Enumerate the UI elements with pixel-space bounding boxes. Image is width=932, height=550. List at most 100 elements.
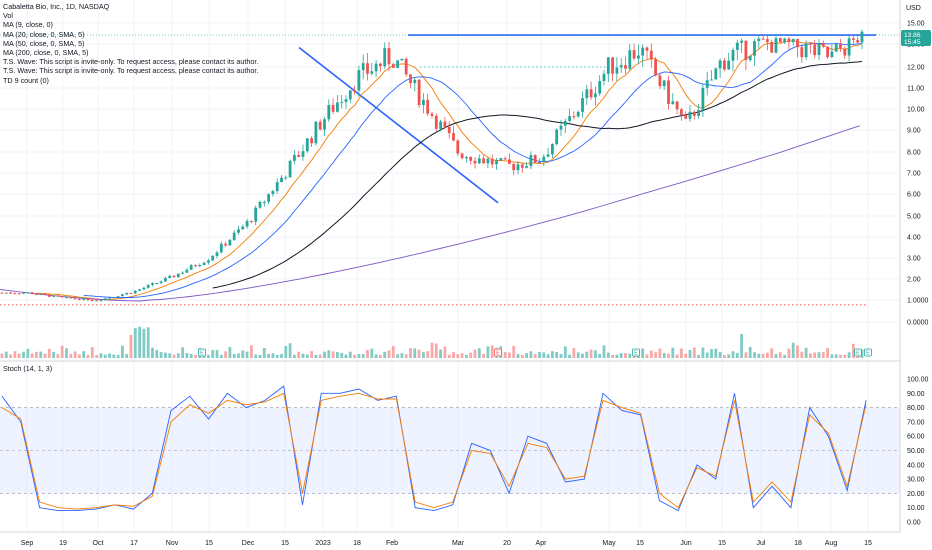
candle-body [774,38,778,53]
candle-body [383,48,387,67]
indicator-ma9[interactable]: MA (9, close, 0) [3,20,53,30]
volume-bar [65,348,68,358]
candle-body [714,68,718,80]
candle-body [473,160,477,164]
indicator-ma50[interactable]: MA (50, close, 0, SMA, 5) [3,38,85,48]
candle-body [606,57,610,74]
volume-bar [469,352,473,358]
volume-bar [426,351,430,358]
stoch-tick-label: 80.00 [907,405,925,412]
candle-body [56,295,60,297]
volume-bar [813,352,817,358]
volume-bar [809,353,812,358]
volume-bar [237,353,240,358]
volume-bar [22,351,25,358]
time-tick-label: Oct [93,540,104,547]
currency-label[interactable]: USD [906,5,921,12]
volume-bar [26,348,30,358]
price-tick-label: 2.00 [907,277,921,284]
volume-bar [357,354,361,358]
volume-bar [78,354,81,358]
time-tick-label: Jul [757,540,766,547]
indicator-vol[interactable]: Vol [3,11,13,21]
candle-body [22,292,25,294]
volume-bar [112,354,116,358]
candle-body [391,64,395,68]
volume-bar [628,353,632,358]
volume-bar [17,353,21,358]
volume-bar [783,354,786,358]
candle-body [370,71,374,74]
candle-body [30,292,34,295]
volume-bar [43,353,47,358]
candle-body [538,161,541,163]
volume-bar [847,352,851,358]
volume-bar [697,354,700,358]
volume-bar [228,347,232,358]
volume-bar [615,354,619,358]
candle-body [658,75,662,87]
volume-bar [581,353,584,358]
volume-bar [370,348,374,358]
volume-bar [413,348,417,358]
candle-body [594,93,597,98]
candle-body [452,133,455,141]
volume-bar [52,351,55,358]
price-tick-label: 7.00 [907,171,921,178]
legend: Cabaletta Bio, Inc., 1D, NASDAQ Vol MA (… [3,2,258,85]
candle-body [348,90,352,100]
volume-bar [318,354,322,358]
candle-body [684,114,688,119]
candle-body [357,70,361,91]
candle-body [602,73,606,82]
candle-body [843,48,847,56]
indicator-tswave-2[interactable]: T.S. Wave: This script is invite-only. T… [3,66,259,76]
candle-body [469,156,473,161]
volume-bar [254,354,258,358]
candle-body [512,163,516,171]
time-tick-label: Aug [825,540,838,547]
stoch-title[interactable]: Stoch (14, 1, 3) [3,364,53,373]
indicator-ma20[interactable]: MA (20, close, 0, SMA, 5) [3,29,85,39]
candle-body [477,158,481,164]
indicator-ma200[interactable]: MA (200, close, 0, SMA, 5) [3,48,89,58]
candle-body [82,298,86,300]
candle-body [495,160,498,165]
volume-bar [241,350,245,358]
candle-body [576,111,580,117]
grid [0,0,900,532]
volume-bar [275,354,279,358]
volume-bar [56,354,60,358]
volume-bar [800,351,804,358]
candle-body [581,98,584,112]
volume-bar [563,346,567,358]
candle-body [809,43,812,45]
candle-body [65,297,68,299]
indicator-td9[interactable]: TD 9 count (0) [3,75,49,85]
volume-bar [723,354,726,358]
volume-bar [310,351,313,358]
volume-bar [473,349,477,358]
candle-body [250,220,253,222]
candle-body [598,81,602,94]
candle-body [744,40,748,60]
candle-body [409,74,412,84]
candle-body [103,298,107,301]
volume-bar [512,345,516,358]
candle-body [164,278,167,282]
candle-body [787,38,791,43]
candle-body [262,201,266,203]
volume-bar [611,354,614,358]
stoch-tick-label: 10.00 [907,505,925,512]
price-tick-label: 15.00 [907,21,925,28]
volume-bar [189,353,193,358]
indicator-tswave-1[interactable]: T.S. Wave: This script is invite-only. T… [3,57,259,67]
earnings-marker-label: E [496,351,500,357]
candle-body [508,159,511,164]
volume-bar [142,328,146,358]
candle-body [211,255,215,261]
volume-bar [430,342,434,358]
volume-bar [654,352,657,358]
